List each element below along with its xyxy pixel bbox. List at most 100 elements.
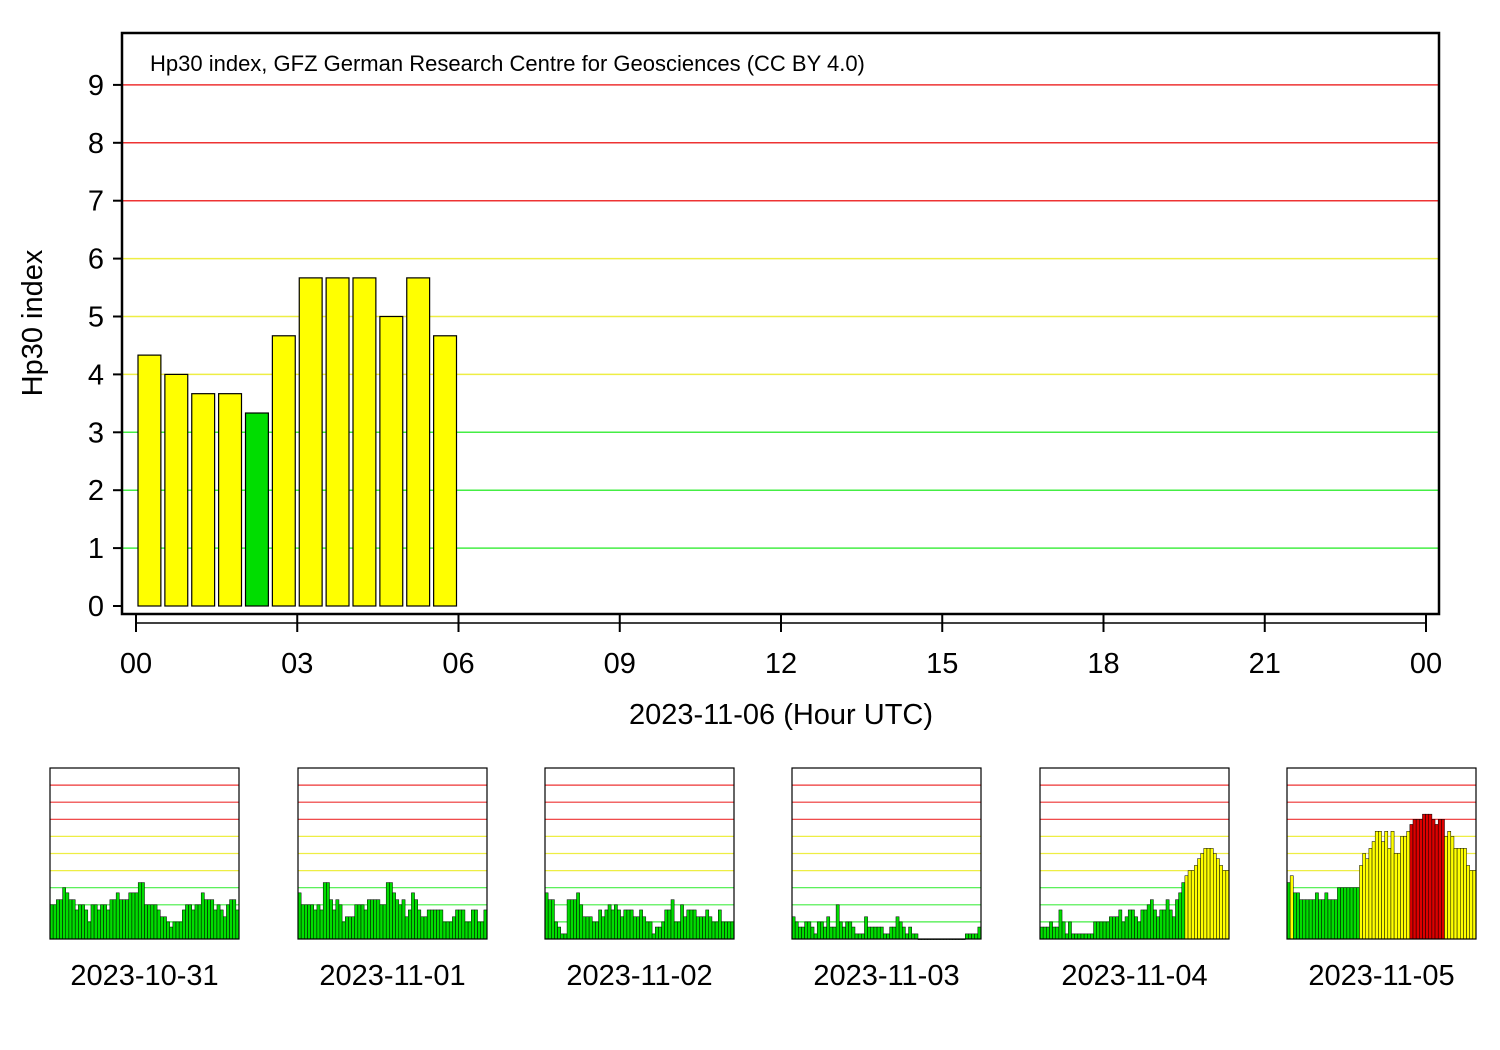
panel-bar <box>1299 899 1303 940</box>
panel-bar <box>895 916 900 940</box>
panel-bar <box>322 882 327 940</box>
panel-bar <box>125 899 129 940</box>
panel-bar <box>81 904 85 940</box>
panel-bar <box>210 899 215 940</box>
panel-bar <box>1083 933 1088 940</box>
panel-bar <box>71 899 76 940</box>
main-bar <box>244 412 269 607</box>
panel-bar <box>433 909 437 940</box>
panel-bar <box>87 921 92 940</box>
panel-bar <box>430 909 434 940</box>
panel-bar <box>392 892 396 940</box>
panel-bar <box>1197 858 1201 940</box>
panel-bar <box>223 916 227 940</box>
panel-frame <box>544 767 735 940</box>
panel-bar <box>1397 853 1401 940</box>
panel-bar <box>1143 909 1148 940</box>
panel-bar <box>52 904 57 940</box>
panel-frame <box>1286 767 1477 940</box>
panel-bar <box>1096 921 1101 940</box>
panel-bar <box>216 904 221 940</box>
main-bar <box>352 277 377 607</box>
panel-bar <box>134 892 139 940</box>
panel-bar <box>974 933 979 940</box>
panel-bar <box>420 916 425 940</box>
panel-bar <box>673 921 678 940</box>
panel-bar <box>1359 865 1363 940</box>
panel-bar <box>661 921 665 940</box>
panel-bar <box>1318 899 1322 940</box>
panel-bar <box>971 933 975 940</box>
panel-bar <box>408 909 412 940</box>
panel-bar <box>573 899 577 940</box>
main-y-tick-label: 4 <box>88 359 104 391</box>
panel-bar <box>417 909 422 940</box>
panel-bar <box>667 909 672 940</box>
panel-bar <box>194 904 199 940</box>
main-x-tick-label: 00 <box>120 648 152 680</box>
panel-bar <box>163 916 167 940</box>
panel-bar <box>1140 909 1145 940</box>
panel-bar <box>714 921 719 940</box>
panel-bar <box>341 921 346 940</box>
panel-bar <box>1289 875 1294 940</box>
panel-bar <box>1046 926 1050 940</box>
panel-bar <box>1112 916 1116 940</box>
main-y-ticks: 0 1 2 3 4 5 6 7 8 9 <box>88 70 122 623</box>
panel-bar <box>1356 887 1360 940</box>
panel-bar <box>601 916 606 940</box>
panel-bar <box>563 933 568 940</box>
panel-bar <box>1058 909 1063 940</box>
panel-bar <box>629 909 634 940</box>
panel-bar <box>721 921 725 940</box>
panel-bar <box>93 904 98 940</box>
panel-bar <box>689 909 694 940</box>
panel-bar <box>839 921 843 940</box>
main-bar <box>433 335 458 607</box>
panel-bar <box>1099 921 1104 940</box>
panel-bar <box>1381 841 1385 940</box>
panel-bar <box>354 904 359 940</box>
main-y-tick-label: 1 <box>88 533 104 565</box>
panel-bar <box>74 909 79 940</box>
main-x-tick-label: 18 <box>1087 648 1119 680</box>
panel-bar <box>695 916 700 940</box>
panel-bar <box>1390 831 1395 940</box>
panel-bar <box>705 909 710 940</box>
panel-bar <box>68 899 73 940</box>
panel-bar <box>1203 848 1208 940</box>
panel-bar <box>1150 899 1154 940</box>
panel-bar <box>122 899 126 940</box>
panel-bar <box>1296 892 1300 940</box>
panel-bar <box>1219 865 1223 940</box>
panel-frame <box>49 767 240 940</box>
panel-bar <box>439 909 444 940</box>
day-panel: 2023-11-02 <box>544 767 735 992</box>
panel-bar <box>185 904 189 940</box>
panel-bar <box>968 933 972 940</box>
panel-bar <box>1068 921 1072 940</box>
panel-bar <box>458 909 463 940</box>
panel-bar <box>1346 887 1351 940</box>
panel-bar <box>861 933 865 940</box>
panel-bar <box>313 909 318 940</box>
main-bar <box>164 373 189 607</box>
main-chart-title: Hp30 index, GFZ German Research Centre f… <box>150 51 865 76</box>
main-y-tick-label: 5 <box>88 302 104 334</box>
panel-bar <box>166 921 170 940</box>
panel-bar <box>1121 921 1126 940</box>
panel-bar <box>648 921 653 940</box>
panel-bar <box>426 909 431 940</box>
main-x-axis-label: 2023-11-06 (Hour UTC) <box>629 699 933 731</box>
panel-bar <box>1419 819 1423 940</box>
main-x-ticks: 00 03 06 09 12 15 18 21 00 <box>120 614 1442 680</box>
panel-bar <box>1362 853 1366 940</box>
panel-bar <box>153 904 158 940</box>
panel-bar <box>607 904 612 940</box>
panel-bar <box>442 921 447 940</box>
panel-bar <box>898 921 903 940</box>
panel-bar <box>1365 858 1370 940</box>
panel-bar <box>150 904 155 940</box>
panel-bar <box>229 899 233 940</box>
